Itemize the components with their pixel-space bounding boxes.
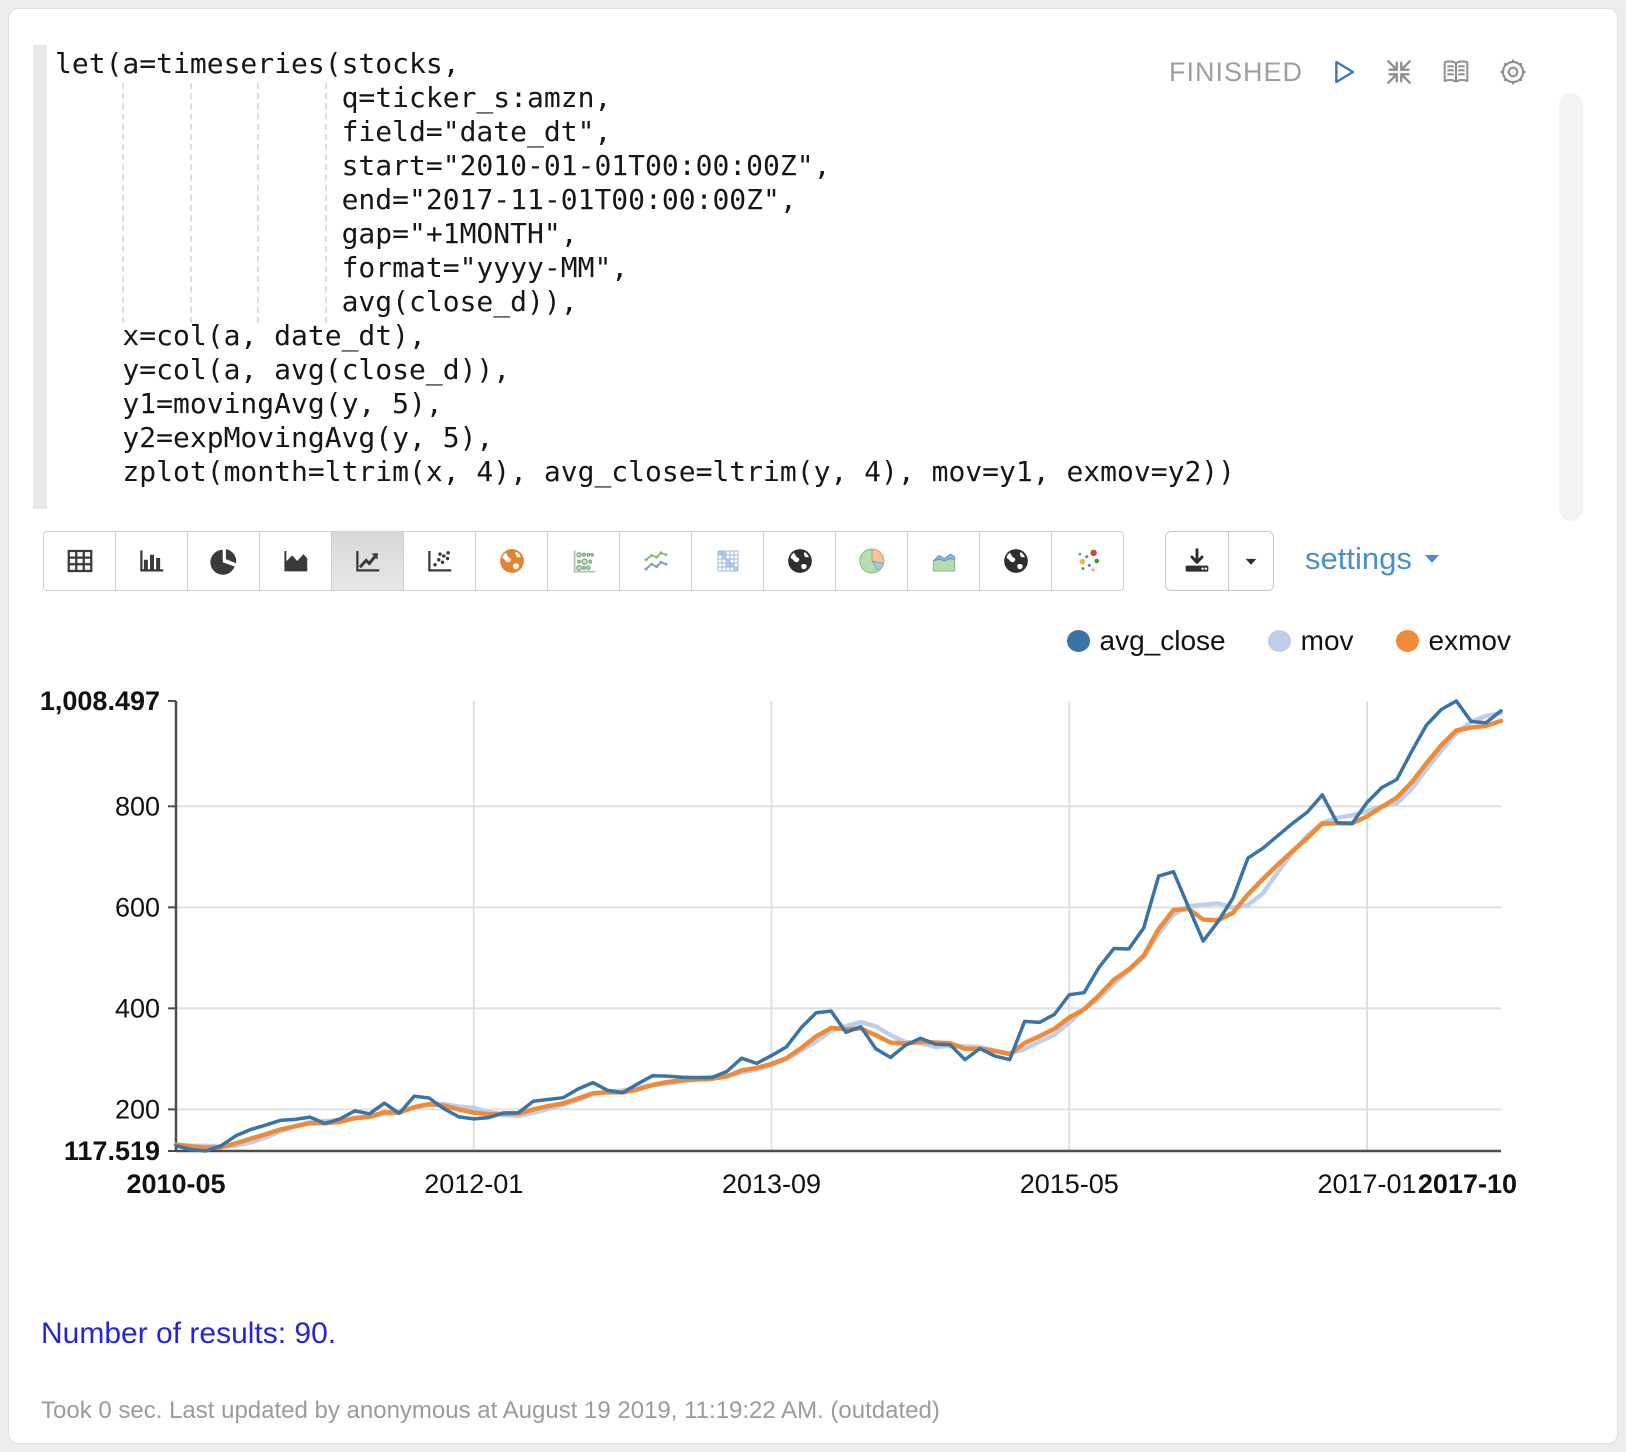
y-tick-label: 400	[115, 993, 160, 1023]
table-icon	[67, 549, 92, 573]
run-play-icon[interactable]	[1327, 56, 1359, 88]
y-tick-label: 1,008.497	[40, 686, 160, 716]
legend-dot	[1066, 630, 1090, 652]
chart-legend: avg_close mov exmov	[59, 625, 1511, 657]
indent-guide	[122, 83, 124, 323]
chart-type-line-chart-button[interactable]	[332, 532, 404, 590]
y-tick-label: 800	[115, 791, 160, 821]
chart-type-pie-colored-button[interactable]	[836, 532, 908, 590]
legend-item-exmov[interactable]: exmov	[1395, 625, 1511, 657]
settings-caret-icon	[1424, 555, 1439, 563]
legend-item-avg_close[interactable]: avg_close	[1066, 625, 1226, 657]
x-tick-label: 2017-10	[1418, 1169, 1517, 1199]
indent-guide	[325, 83, 327, 323]
settings-label: settings	[1305, 541, 1412, 576]
legend-label: mov	[1300, 625, 1354, 656]
area-colored-icon	[932, 553, 955, 572]
collapse-icon[interactable]	[1383, 56, 1415, 88]
code-editor-gutter	[33, 45, 47, 509]
chart-type-bubble-chart-button[interactable]	[548, 532, 620, 590]
chart-type-pie-chart-button[interactable]	[188, 532, 260, 590]
legend-item-mov[interactable]: mov	[1267, 625, 1354, 657]
line-chart-icon	[355, 551, 379, 572]
chart-type-heatmap-button[interactable]	[692, 532, 764, 590]
indent-guide	[190, 83, 192, 323]
download-caret-icon[interactable]	[1229, 532, 1273, 590]
y-tick-label: 200	[115, 1094, 160, 1124]
gear-icon[interactable]	[1497, 56, 1529, 88]
notebook-paragraph: let(a=timeseries(stocks, q=ticker_s:amzn…	[8, 8, 1618, 1444]
legend-label: exmov	[1428, 625, 1511, 656]
legend-label: avg_close	[1099, 625, 1226, 656]
bar-chart-icon	[139, 550, 163, 572]
y-tick-label: 117.519	[64, 1136, 160, 1166]
chart-type-toolbar	[43, 531, 1124, 591]
series-line-mov	[173, 710, 1504, 1149]
chart-type-scatter-colored-button[interactable]	[1052, 532, 1123, 590]
chart-type-multi-line-chart-button[interactable]	[620, 532, 692, 590]
globe-dark-2-icon	[1003, 549, 1028, 573]
chart-type-area-colored-button[interactable]	[908, 532, 980, 590]
chart-type-globe-dark-button[interactable]	[764, 532, 836, 590]
status-badge: FINISHED	[1168, 56, 1303, 87]
multi-line-chart-icon	[644, 551, 667, 571]
chart-type-scatter-chart-button[interactable]	[404, 532, 476, 590]
indent-guide	[257, 83, 259, 323]
legend-dot	[1267, 630, 1291, 652]
code-editor[interactable]: let(a=timeseries(stocks, q=ticker_s:amzn…	[55, 47, 1236, 488]
x-tick-label: 2012-01	[424, 1169, 523, 1199]
pie-colored-icon	[858, 548, 884, 574]
x-tick-label: 2015-05	[1020, 1169, 1119, 1199]
settings-link[interactable]: settings	[1305, 541, 1444, 577]
chart-type-globe-orange-button[interactable]	[476, 532, 548, 590]
chart-type-bar-chart-button[interactable]	[116, 532, 188, 590]
globe-orange-icon	[499, 549, 524, 573]
paragraph-controls: FINISHED	[1169, 51, 1529, 93]
area-chart-icon	[283, 551, 307, 572]
results-count-text: Number of results: 90.	[41, 1317, 337, 1350]
chart-type-globe-dark-2-button[interactable]	[980, 532, 1052, 590]
chart-type-table-button[interactable]	[44, 532, 116, 590]
x-tick-label: 2013-09	[722, 1169, 821, 1199]
x-tick-label: 2017-01	[1317, 1169, 1416, 1199]
heatmap-icon	[717, 550, 738, 572]
series-line-exmov	[173, 718, 1504, 1151]
globe-dark-icon	[787, 549, 812, 573]
report-view-icon[interactable]	[1439, 56, 1473, 88]
chart-type-area-chart-button[interactable]	[260, 532, 332, 590]
series-line-avg_close	[174, 699, 1503, 1153]
scatter-colored-icon	[1078, 549, 1099, 572]
y-tick-label: 600	[115, 892, 160, 922]
code-scrollbar[interactable]	[1559, 93, 1583, 521]
paragraph-footer-text: Took 0 sec. Last updated by anonymous at…	[41, 1397, 940, 1424]
pie-chart-icon	[209, 549, 236, 575]
scatter-chart-icon	[427, 551, 451, 572]
x-tick-label: 2010-05	[126, 1169, 225, 1199]
legend-dot	[1395, 630, 1419, 652]
download-button-group	[1165, 531, 1274, 591]
bubble-chart-icon	[573, 550, 595, 573]
line-chart: 1,008.497 800 600 400 200 117.519 2010-05 2012-…	[40, 661, 1571, 1251]
download-icon[interactable]	[1166, 532, 1229, 590]
